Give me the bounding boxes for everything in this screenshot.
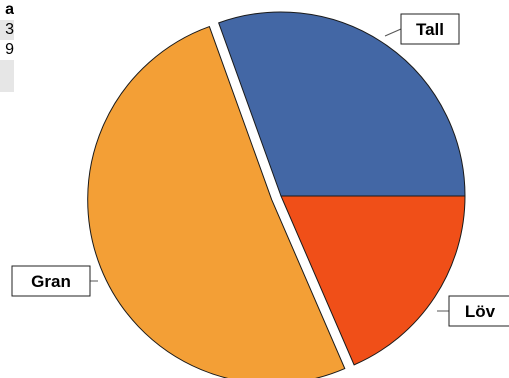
slice-label-box (11, 265, 91, 297)
slice-label-box (448, 295, 509, 327)
pie-slice-lov (280, 195, 466, 366)
table-cell: 9 (5, 41, 14, 58)
pie-slice-gran (87, 25, 346, 378)
table-cell-empty (0, 60, 14, 92)
pie-slice-tall (218, 11, 466, 197)
slice-label: Tall (416, 20, 444, 39)
slice-label: Löv (465, 302, 496, 321)
table-cell: 3 (0, 20, 14, 40)
table-fragment: a 3 9 (0, 0, 14, 92)
slice-label-box (400, 13, 460, 45)
table-header-cell: a (5, 1, 14, 18)
leader-line (384, 28, 402, 37)
slice-label: Gran (31, 272, 71, 291)
